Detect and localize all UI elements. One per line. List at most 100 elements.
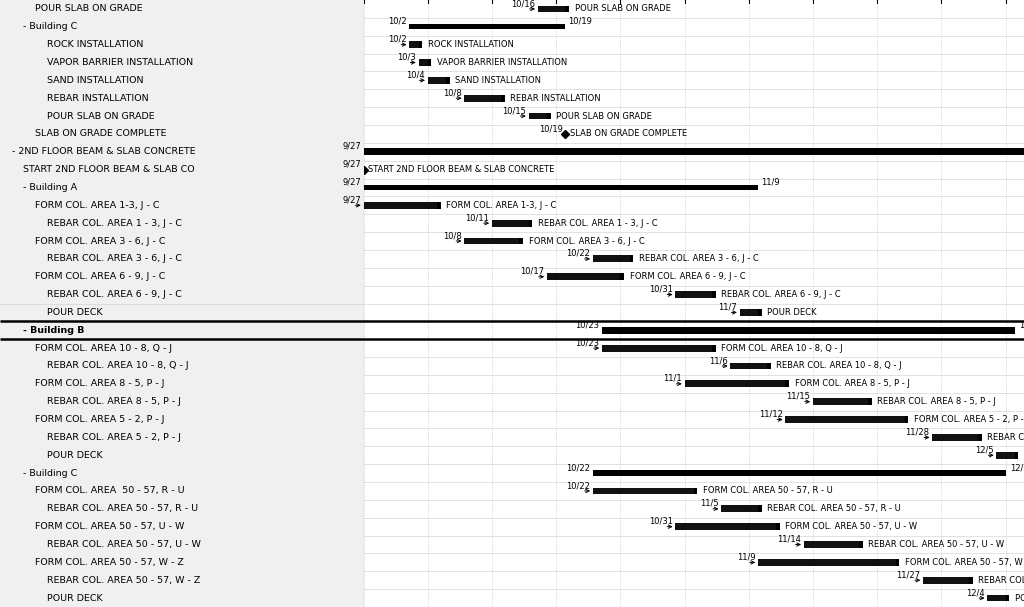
Text: POUR SLAB ON GRADE: POUR SLAB ON GRADE — [35, 4, 142, 13]
Text: 11/1: 11/1 — [664, 374, 682, 383]
Bar — [1015, 452, 1019, 459]
Bar — [905, 416, 908, 423]
Text: START 2ND FLOOR BEAM & SLAB CO: START 2ND FLOOR BEAM & SLAB CO — [24, 165, 195, 174]
Text: 10/23: 10/23 — [575, 338, 599, 347]
Bar — [501, 95, 505, 101]
Text: REBAR COL. AREA 6 - 9, J - C: REBAR COL. AREA 6 - 9, J - C — [46, 290, 181, 299]
Text: START 2ND FLOOR BEAM & SLAB CONCRETE: START 2ND FLOOR BEAM & SLAB CONCRETE — [368, 165, 554, 174]
Text: - Building C: - Building C — [24, 469, 78, 478]
Bar — [602, 345, 712, 351]
Bar — [721, 506, 758, 512]
Text: REBAR COL. AREA 3 - 6, J - C: REBAR COL. AREA 3 - 6, J - C — [46, 254, 181, 263]
Text: VAPOR BARRIER INSTALLATION: VAPOR BARRIER INSTALLATION — [437, 58, 567, 67]
Bar — [410, 41, 419, 48]
Text: VAPOR BARRIER INSTALLATION: VAPOR BARRIER INSTALLATION — [46, 58, 193, 67]
Bar — [859, 541, 862, 548]
Text: FORM COL. AREA 50 - 57, W - Z: FORM COL. AREA 50 - 57, W - Z — [35, 558, 183, 567]
Text: REBAR COL. AREA 50 - 57, W - Z: REBAR COL. AREA 50 - 57, W - Z — [46, 575, 200, 585]
Text: REBAR COL. AREA 10 - 8, Q - J: REBAR COL. AREA 10 - 8, Q - J — [46, 362, 188, 370]
Text: REBAR COL. AREA 5 - 2, P - J: REBAR COL. AREA 5 - 2, P - J — [46, 433, 180, 442]
Text: FORM COL. AREA 1-3, J - C: FORM COL. AREA 1-3, J - C — [35, 201, 160, 210]
Text: 11/15: 11/15 — [786, 392, 810, 401]
Bar — [364, 202, 437, 209]
Text: FORM COL. AREA 8 - 5, P - J: FORM COL. AREA 8 - 5, P - J — [35, 379, 165, 388]
Bar — [896, 559, 899, 566]
Text: 10/22: 10/22 — [566, 463, 590, 472]
Text: FORM COL. AREA 8 - 5, P - J: FORM COL. AREA 8 - 5, P - J — [795, 379, 909, 388]
Text: FORM COL. AREA 50 - 57, U - W: FORM COL. AREA 50 - 57, U - W — [785, 522, 918, 531]
Text: 10/23: 10/23 — [575, 320, 599, 330]
Bar — [767, 362, 771, 370]
Text: 10/16: 10/16 — [511, 0, 536, 8]
Bar — [602, 327, 1015, 334]
Bar — [758, 309, 762, 316]
Bar — [923, 577, 969, 583]
Text: POUR DECK: POUR DECK — [1015, 594, 1024, 603]
Bar — [785, 416, 905, 423]
Text: REBAR COL. AREA 3 - 6, J - C: REBAR COL. AREA 3 - 6, J - C — [639, 254, 759, 263]
Bar — [547, 273, 621, 280]
Bar — [739, 309, 758, 316]
Bar — [676, 291, 712, 298]
Bar — [978, 434, 982, 441]
Text: FORM COL. AREA  50 - 57, R - U: FORM COL. AREA 50 - 57, R - U — [35, 486, 184, 495]
Bar — [969, 577, 973, 583]
Text: 10/8: 10/8 — [443, 231, 462, 240]
Bar — [1006, 595, 1010, 602]
Bar — [685, 381, 785, 387]
Bar — [987, 595, 1006, 602]
Text: FORM COL. AREA 10 - 8, Q - J: FORM COL. AREA 10 - 8, Q - J — [721, 344, 843, 353]
Bar — [437, 202, 440, 209]
Text: 10/11: 10/11 — [465, 213, 489, 222]
Text: 10/2: 10/2 — [388, 35, 407, 44]
Text: FORM COL. AREA 6 - 9, J - C: FORM COL. AREA 6 - 9, J - C — [630, 272, 745, 281]
Text: REBAR INSTALLATION: REBAR INSTALLATION — [510, 93, 601, 103]
Text: SAND INSTALLATION: SAND INSTALLATION — [46, 76, 143, 85]
Bar — [528, 113, 547, 120]
Text: REBAR COL. AREA 5 - 2, P - J: REBAR COL. AREA 5 - 2, P - J — [987, 433, 1024, 442]
Text: 11/6: 11/6 — [709, 356, 728, 365]
Bar — [410, 24, 565, 29]
Bar — [593, 487, 694, 494]
Text: POUR SLAB ON GRADE: POUR SLAB ON GRADE — [574, 4, 671, 13]
Text: FORM COL. AREA 50 - 57, U - W: FORM COL. AREA 50 - 57, U - W — [35, 522, 184, 531]
Text: 10/19: 10/19 — [539, 124, 562, 133]
Bar — [712, 291, 716, 298]
Text: REBAR COL. AREA 8 - 5, P - J: REBAR COL. AREA 8 - 5, P - J — [46, 397, 180, 406]
Text: FORM COL. AREA 5 - 2, P - J: FORM COL. AREA 5 - 2, P - J — [35, 415, 165, 424]
Text: 10/8: 10/8 — [443, 88, 462, 97]
Text: 10/31: 10/31 — [648, 517, 673, 526]
Bar — [758, 506, 762, 512]
Text: REBAR COL. AREA 50 - 57, W - Z: REBAR COL. AREA 50 - 57, W - Z — [978, 575, 1024, 585]
Bar — [565, 5, 569, 12]
Bar — [446, 77, 450, 84]
Text: 10/3: 10/3 — [397, 53, 416, 61]
Text: ROCK INSTALLATION: ROCK INSTALLATION — [46, 40, 143, 49]
Bar — [492, 220, 528, 226]
Text: 10/22: 10/22 — [566, 249, 590, 258]
Text: - 2ND FLOOR BEAM & SLAB CONCRETE: - 2ND FLOOR BEAM & SLAB CONCRETE — [11, 148, 196, 156]
Text: REBAR COL. AREA 8 - 5, P - J: REBAR COL. AREA 8 - 5, P - J — [878, 397, 996, 406]
Text: REBAR COL. AREA 10 - 8, Q - J: REBAR COL. AREA 10 - 8, Q - J — [776, 362, 902, 370]
Text: 10/22: 10/22 — [566, 481, 590, 490]
Text: 11/7: 11/7 — [718, 302, 737, 311]
Text: FORM COL. AREA 50 - 57, R - U: FORM COL. AREA 50 - 57, R - U — [702, 486, 833, 495]
Text: REBAR COL. AREA 50 - 57, R - U: REBAR COL. AREA 50 - 57, R - U — [46, 504, 198, 514]
Bar — [813, 398, 868, 405]
Text: 10/17: 10/17 — [520, 267, 544, 276]
Text: REBAR COL. AREA 1 - 3, J - C: REBAR COL. AREA 1 - 3, J - C — [46, 219, 181, 228]
Text: 10/19: 10/19 — [568, 17, 592, 26]
Text: REBAR COL. AREA 50 - 57, U - W: REBAR COL. AREA 50 - 57, U - W — [868, 540, 1005, 549]
Text: 11/9: 11/9 — [736, 552, 756, 561]
Text: SLAB ON GRADE COMPLETE: SLAB ON GRADE COMPLETE — [35, 129, 166, 138]
Text: POUR SLAB ON GRADE: POUR SLAB ON GRADE — [556, 112, 652, 121]
Text: REBAR COL. AREA 50 - 57, R - U: REBAR COL. AREA 50 - 57, R - U — [767, 504, 901, 514]
Bar — [538, 5, 565, 12]
Text: POUR DECK: POUR DECK — [46, 308, 102, 317]
Text: FORM COL. AREA 3 - 6, J - C: FORM COL. AREA 3 - 6, J - C — [528, 237, 644, 245]
Bar — [465, 237, 519, 245]
Bar — [785, 381, 790, 387]
Text: 10/4: 10/4 — [407, 70, 425, 80]
Bar — [758, 559, 896, 566]
Bar — [593, 470, 1006, 476]
